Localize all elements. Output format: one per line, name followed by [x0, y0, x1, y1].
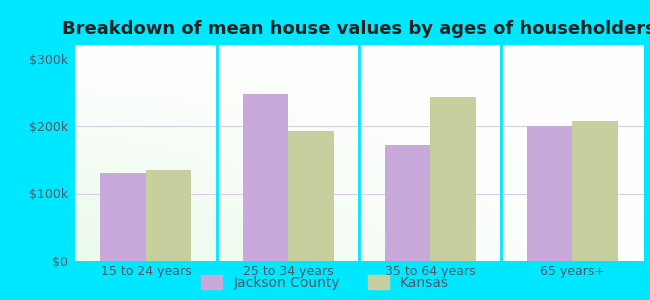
Bar — [573, 121, 618, 261]
Bar — [527, 126, 573, 261]
Title: Breakdown of mean house values by ages of householders: Breakdown of mean house values by ages o… — [62, 20, 650, 38]
Legend: Jackson County, Kansas: Jackson County, Kansas — [202, 275, 448, 290]
Bar — [146, 170, 191, 261]
Bar — [242, 94, 288, 261]
Bar — [430, 97, 476, 261]
Bar — [385, 145, 430, 261]
Bar — [100, 173, 146, 261]
Bar — [288, 131, 333, 261]
